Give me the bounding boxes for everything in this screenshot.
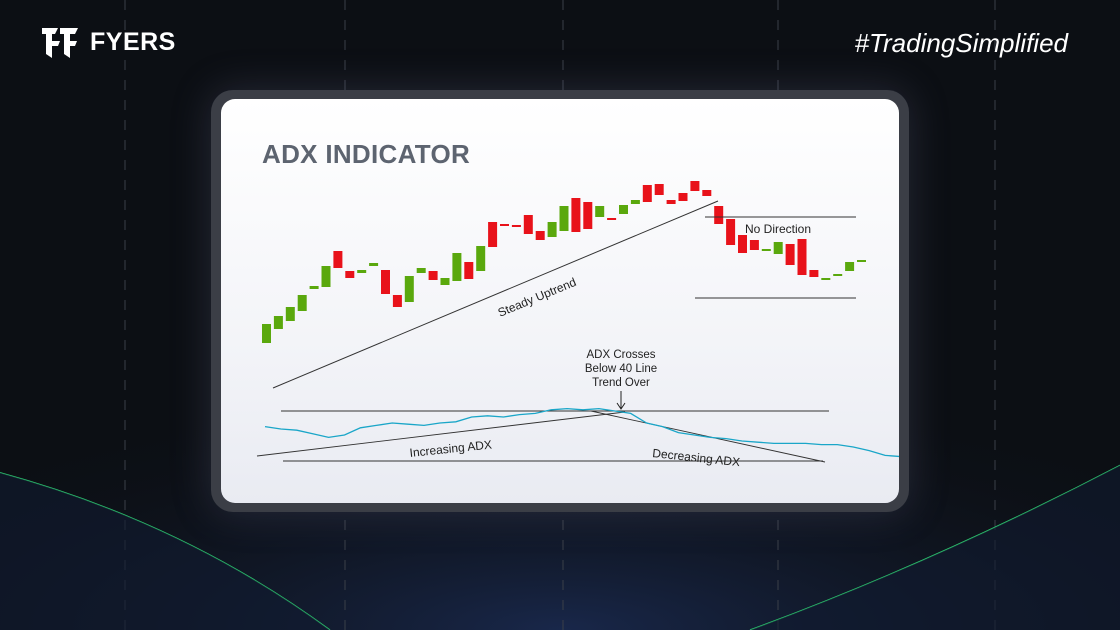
no-direction-label: No Direction [745, 222, 811, 236]
candle [404, 276, 414, 302]
chart-card: ADX INDICATOR Steady Uptrend No Directio… [221, 99, 899, 503]
candle [273, 316, 283, 329]
candle [523, 215, 533, 234]
candle [357, 270, 367, 273]
increasing-adx-trendline [256, 411, 626, 457]
candle [547, 222, 557, 237]
candle [833, 274, 843, 276]
candle [333, 251, 343, 268]
chart-title: ADX INDICATOR [262, 139, 471, 169]
candle [654, 184, 664, 195]
candle [595, 206, 605, 217]
hashtag: #TradingSimplified [854, 28, 1068, 58]
candle [714, 206, 724, 224]
candle [392, 295, 402, 307]
adx-line [264, 407, 899, 458]
candle [345, 271, 355, 278]
candle [476, 246, 486, 271]
uptrend-line [272, 200, 719, 389]
candle [381, 270, 390, 294]
candle [690, 181, 700, 191]
candle [488, 222, 498, 247]
candle [369, 263, 379, 266]
candle [500, 224, 509, 226]
candle [452, 253, 462, 281]
candle [428, 271, 438, 280]
candle [262, 324, 271, 343]
candle [761, 249, 771, 251]
brand-logo[interactable]: FYERS [40, 24, 176, 60]
brand-name: FYERS [90, 27, 176, 56]
cross-annotation-line2: Below 40 Line [585, 363, 657, 375]
candle [678, 193, 688, 201]
candle [642, 185, 652, 202]
candle [738, 235, 747, 253]
cross-annotation-line3: Trend Over [592, 377, 650, 389]
candle [559, 206, 569, 231]
candle [726, 219, 736, 245]
candle [309, 286, 319, 289]
candle [749, 240, 759, 250]
adx-chart: Steady Uptrend No Direction ADX Crosses … [256, 181, 899, 469]
candle [571, 198, 581, 232]
candle [619, 205, 628, 214]
candle [845, 262, 855, 271]
candle [857, 260, 866, 262]
candles [262, 181, 866, 343]
candle [797, 239, 807, 275]
increasing-adx-label: Increasing ADX [409, 437, 493, 460]
candle [511, 225, 521, 227]
candle [285, 307, 295, 321]
candle [773, 242, 783, 254]
candle [416, 268, 426, 273]
decreasing-adx-label: Decreasing ADX [652, 446, 741, 469]
cross-arrow-head [616, 402, 626, 410]
candle [297, 295, 307, 311]
candle [785, 244, 795, 265]
fyers-logo-icon [42, 28, 78, 58]
candle [321, 266, 331, 287]
candle [630, 200, 640, 204]
candle [535, 231, 545, 240]
candle [583, 202, 593, 229]
candle [809, 270, 819, 277]
candle [702, 190, 712, 196]
candle [821, 278, 831, 280]
uptrend-label: Steady Uptrend [496, 275, 578, 320]
candle [464, 262, 474, 279]
candle [607, 218, 617, 220]
candle [440, 278, 450, 285]
cross-annotation-line1: ADX Crosses [586, 349, 655, 361]
candle [666, 200, 676, 204]
